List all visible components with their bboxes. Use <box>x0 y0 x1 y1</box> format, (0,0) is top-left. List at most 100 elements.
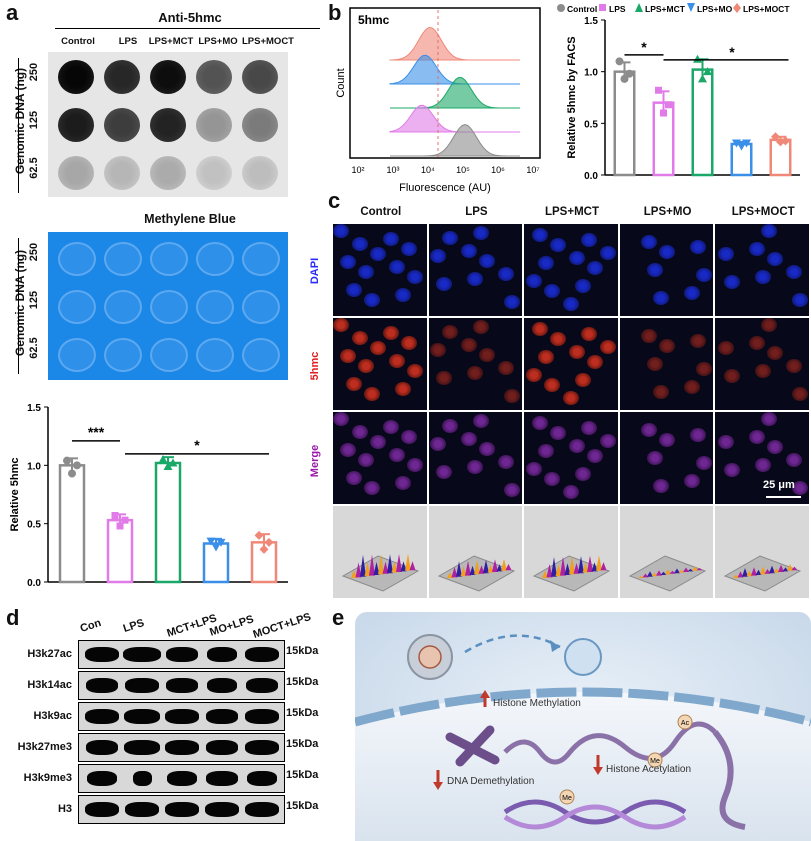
nucleus <box>352 425 368 439</box>
nucleus <box>718 341 735 355</box>
surface-peak <box>769 565 776 574</box>
data-point <box>698 74 707 83</box>
surface-peak <box>409 561 416 571</box>
surface-peak <box>760 566 767 575</box>
surface-peak <box>496 564 503 572</box>
dot-blot-column-label: LPS+MOCT <box>242 36 294 47</box>
panel-a-label: a <box>6 0 19 25</box>
methylene-spot <box>196 338 234 372</box>
surface-peak <box>655 570 662 576</box>
nucleus <box>652 479 669 493</box>
nucleus <box>364 293 380 307</box>
legend-label: LPS+MCT <box>645 4 686 14</box>
nucleus <box>600 434 617 448</box>
nucleus <box>532 322 549 336</box>
nucleus <box>538 444 555 458</box>
surface-peak <box>491 559 498 572</box>
surface-plot <box>428 506 523 598</box>
nucleus <box>472 414 489 428</box>
western-band <box>84 802 120 817</box>
western-band <box>244 740 280 755</box>
data-point <box>163 462 173 470</box>
methylene-spot <box>104 242 142 276</box>
axis-bracket-2 <box>18 238 19 374</box>
nucleus <box>646 357 663 371</box>
dot-blot-column-labels: Control LPS LPS+MCT LPS+MO LPS+MOCT <box>48 36 323 50</box>
nucleus <box>786 265 803 279</box>
row-label: 250 <box>28 242 40 262</box>
dot-blot-spot <box>104 60 140 94</box>
data-point <box>216 538 226 547</box>
legend-label: Control <box>567 4 597 14</box>
surface-peak <box>651 572 658 577</box>
data-point <box>742 139 751 148</box>
nucleus <box>569 345 586 359</box>
imaging-column-label: LPS <box>465 206 488 218</box>
nucleus <box>395 288 411 302</box>
data-point <box>620 74 629 83</box>
nucleus <box>581 327 598 341</box>
panel-b-label: b <box>328 0 342 25</box>
nucleus <box>538 256 555 270</box>
surface-peak <box>360 554 366 577</box>
legend-marker <box>635 3 643 12</box>
nucleus <box>792 293 809 307</box>
dot-blot-spot <box>242 156 278 190</box>
mitochondria-icon <box>564 638 602 676</box>
surface-peak <box>751 567 758 576</box>
western-column-label: MOCT+LPS <box>251 610 313 642</box>
imaging-column-label: LPS+MO <box>643 206 692 218</box>
bar <box>691 68 714 177</box>
western-band <box>86 771 118 786</box>
dot-blot-spot <box>150 60 186 94</box>
nucleus <box>755 458 772 472</box>
surface-peak <box>546 563 553 578</box>
surface-peak <box>505 563 512 571</box>
dot-blot-spot <box>150 156 186 190</box>
surface-peak <box>596 555 603 571</box>
nucleus <box>761 412 778 426</box>
bar <box>154 461 182 584</box>
nucleus <box>346 377 362 391</box>
nucleus <box>761 224 778 238</box>
western-blot-strip <box>78 640 285 669</box>
western-band <box>164 802 200 817</box>
imaging-column-label: LPS+MOCT <box>731 206 795 218</box>
dot-blot-spot <box>242 108 278 142</box>
surface-peak <box>464 560 471 576</box>
panel-d-label: d <box>6 605 20 630</box>
nucleus <box>364 387 380 401</box>
surface-plot <box>619 506 714 598</box>
surface-peak <box>560 556 567 576</box>
nucleus <box>429 249 446 263</box>
chromosome-icon <box>445 725 500 767</box>
nucleus <box>472 320 489 334</box>
methylene-row-labels: 250 125 62.5 <box>24 232 46 380</box>
western-row-label: H3k27me3 <box>17 741 72 753</box>
row-label: 62.5 <box>28 337 40 359</box>
surface-peak <box>637 576 644 578</box>
row-label: 250 <box>28 62 40 82</box>
x-tick-label: 10⁵ <box>456 165 470 175</box>
imaging-row-label: DAPI <box>309 257 321 285</box>
western-band <box>246 771 278 786</box>
axis-bracket <box>18 58 19 193</box>
confocal-image <box>333 318 427 410</box>
surface-plot <box>715 506 809 598</box>
nucleus <box>652 385 669 399</box>
nucleus <box>724 275 741 289</box>
surface-peak <box>400 561 407 572</box>
data-point <box>737 142 746 151</box>
dot-blot-column-label: LPS+MCT <box>148 36 194 47</box>
methylene-spot <box>58 242 96 276</box>
dot-blot-spot <box>58 60 94 94</box>
x-tick-label: 10³ <box>386 165 399 175</box>
y-tick-label: 0.5 <box>27 520 41 531</box>
nucleus <box>646 263 663 277</box>
nucleus <box>767 252 784 266</box>
surface-peak <box>660 571 667 575</box>
data-point <box>625 69 634 78</box>
nucleus <box>401 430 417 444</box>
western-column-label: Con <box>78 616 103 636</box>
nucleus <box>389 448 405 462</box>
